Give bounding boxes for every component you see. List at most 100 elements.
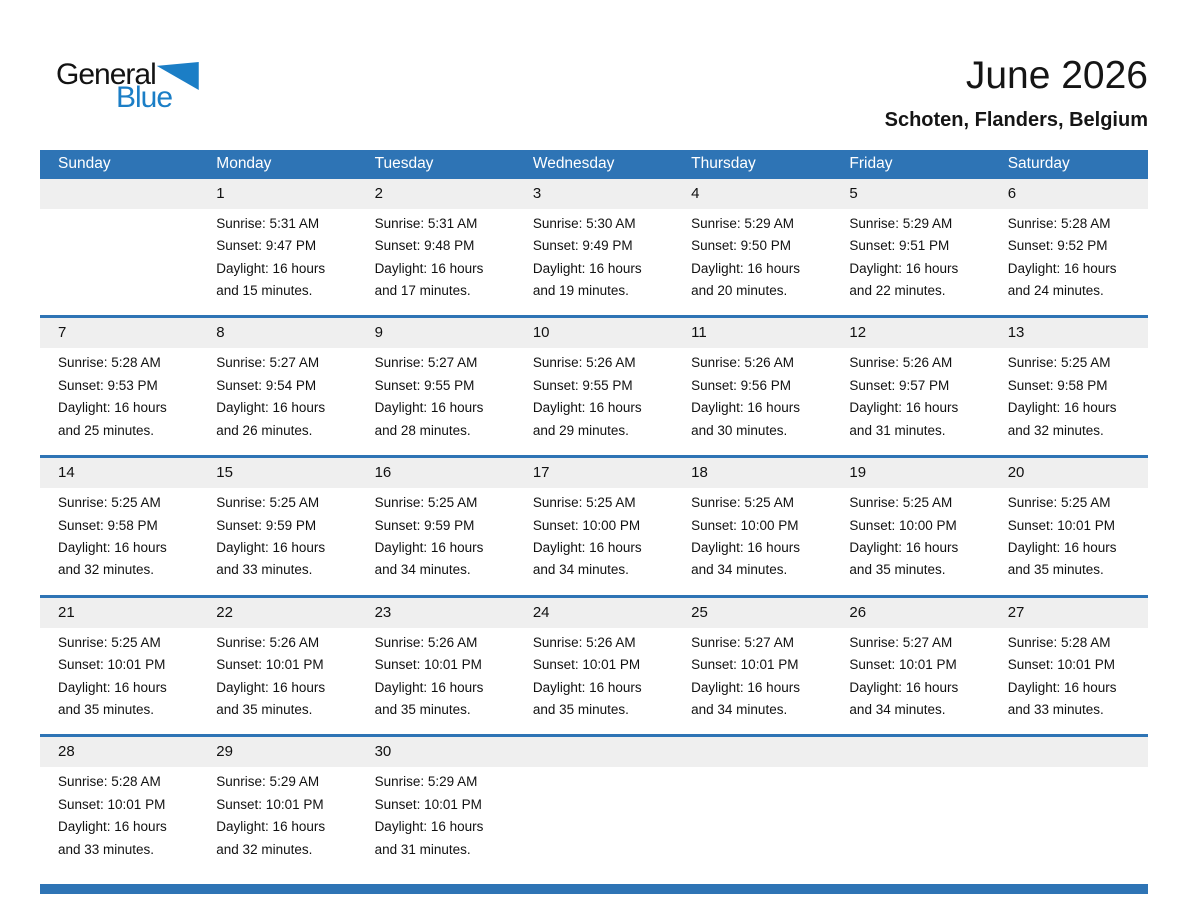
day-number: 25 <box>673 597 832 628</box>
day-number: 5 <box>831 178 990 209</box>
logo-text-general: General <box>56 58 157 91</box>
day-cell: 17 Sunrise: 5:25 AM Sunset: 10:00 PM Day… <box>514 458 674 595</box>
day-number: 18 <box>673 458 832 489</box>
day-number: 28 <box>40 737 199 768</box>
day-info: Sunrise: 5:25 AM Sunset: 10:01 PM Daylig… <box>40 628 198 735</box>
sunrise-text: Sunrise: 5:29 AM <box>849 215 953 231</box>
day-number: 7 <box>40 318 199 349</box>
day-info: Sunrise: 5:25 AM Sunset: 9:59 PM Dayligh… <box>357 488 515 595</box>
week-row: 21 Sunrise: 5:25 AM Sunset: 10:01 PM Day… <box>40 594 1148 735</box>
daylight-hours-text: Daylight: 16 hours <box>374 400 484 416</box>
day-cell: 28 Sunrise: 5:28 AM Sunset: 10:01 PM Day… <box>40 737 199 874</box>
day-info: Sunrise: 5:26 AM Sunset: 10:01 PM Daylig… <box>357 628 515 735</box>
daylight-minutes-text: and 35 minutes. <box>216 701 313 717</box>
daylight-minutes-text: and 28 minutes. <box>374 422 471 438</box>
logo-text-blue: Blue <box>116 81 173 114</box>
day-cell: 13 Sunrise: 5:25 AM Sunset: 9:58 PM Dayl… <box>989 318 1148 456</box>
sunset-text: Sunset: 9:56 PM <box>691 377 791 393</box>
sunrise-text: Sunrise: 5:29 AM <box>374 774 478 790</box>
daylight-hours-text: Daylight: 16 hours <box>216 260 326 276</box>
day-cell: 22 Sunrise: 5:26 AM Sunset: 10:01 PM Day… <box>198 597 357 735</box>
sunset-text: Sunset: 9:53 PM <box>58 377 158 393</box>
sunrise-text: Sunrise: 5:25 AM <box>1007 495 1111 511</box>
day-info: Sunrise: 5:25 AM Sunset: 10:00 PM Daylig… <box>515 488 673 595</box>
sunset-text: Sunset: 10:00 PM <box>691 517 799 533</box>
weekday-monday: Monday <box>216 154 272 172</box>
daylight-hours-text: Daylight: 16 hours <box>1007 679 1117 695</box>
daylight-minutes-text: and 32 minutes. <box>58 562 155 578</box>
sunrise-text: Sunrise: 5:25 AM <box>216 495 320 511</box>
daylight-hours-text: Daylight: 16 hours <box>691 539 800 555</box>
day-cell: 14 Sunrise: 5:25 AM Sunset: 9:58 PM Dayl… <box>40 458 199 595</box>
daylight-minutes-text: and 35 minutes. <box>532 701 629 717</box>
sunset-text: Sunset: 9:48 PM <box>374 238 475 254</box>
sunset-text: Sunset: 9:51 PM <box>849 238 950 254</box>
weekday-sunday: Sunday <box>58 154 111 172</box>
day-cell: 5 Sunrise: 5:29 AM Sunset: 9:51 PM Dayli… <box>831 178 990 316</box>
day-number: 3 <box>514 178 674 209</box>
sunrise-text: Sunrise: 5:28 AM <box>1007 634 1111 650</box>
day-cell: 25 Sunrise: 5:27 AM Sunset: 10:01 PM Day… <box>673 597 832 735</box>
calendar-page: General Blue June 2026 Schoten, Flanders… <box>40 54 1148 894</box>
daylight-hours-text: Daylight: 16 hours <box>374 539 484 555</box>
sunset-text: Sunset: 10:01 PM <box>849 657 957 673</box>
day-info: Sunrise: 5:30 AM Sunset: 9:49 PM Dayligh… <box>515 209 673 316</box>
day-cell <box>40 178 199 316</box>
day-number: 1 <box>198 178 357 209</box>
day-number: 10 <box>514 318 674 349</box>
day-number: 8 <box>198 318 357 349</box>
sunrise-text: Sunrise: 5:30 AM <box>532 215 636 231</box>
day-number: 11 <box>673 318 832 349</box>
daylight-minutes-text: and 25 minutes. <box>58 422 155 438</box>
daylight-hours-text: Daylight: 16 hours <box>849 400 959 416</box>
calendar-table: Sunday Monday Tuesday Wednesday Thursday… <box>40 149 1148 874</box>
daylight-hours-text: Daylight: 16 hours <box>58 539 167 555</box>
day-number <box>514 737 674 768</box>
daylight-hours-text: Daylight: 16 hours <box>58 819 167 835</box>
daylight-minutes-text: and 35 minutes. <box>374 701 471 717</box>
sunset-text: Sunset: 9:49 PM <box>532 238 633 254</box>
day-cell: 19 Sunrise: 5:25 AM Sunset: 10:00 PM Day… <box>831 458 990 595</box>
day-info: Sunrise: 5:28 AM Sunset: 9:53 PM Dayligh… <box>40 348 198 455</box>
day-cell: 18 Sunrise: 5:25 AM Sunset: 10:00 PM Day… <box>673 458 832 595</box>
day-number: 24 <box>514 597 674 628</box>
sunrise-text: Sunrise: 5:26 AM <box>532 355 636 371</box>
sunset-text: Sunset: 9:59 PM <box>374 517 475 533</box>
daylight-hours-text: Daylight: 16 hours <box>532 260 642 276</box>
daylight-hours-text: Daylight: 16 hours <box>532 679 642 695</box>
sunset-text: Sunset: 9:58 PM <box>1007 377 1108 393</box>
daylight-hours-text: Daylight: 16 hours <box>374 260 484 276</box>
calendar-grid: 1 Sunrise: 5:31 AM Sunset: 9:47 PM Dayli… <box>40 178 1148 874</box>
day-number: 26 <box>831 597 990 628</box>
daylight-minutes-text: and 33 minutes. <box>58 841 155 857</box>
day-cell: 30 Sunrise: 5:29 AM Sunset: 10:01 PM Day… <box>356 737 515 874</box>
day-cell: 12 Sunrise: 5:26 AM Sunset: 9:57 PM Dayl… <box>831 318 990 456</box>
location-subtitle: Schoten, Flanders, Belgium <box>884 108 1148 131</box>
day-number <box>673 737 832 768</box>
sunrise-text: Sunrise: 5:25 AM <box>374 495 478 511</box>
sunrise-text: Sunrise: 5:26 AM <box>532 634 636 650</box>
sunrise-text: Sunrise: 5:25 AM <box>58 495 161 511</box>
day-cell: 4 Sunrise: 5:29 AM Sunset: 9:50 PM Dayli… <box>673 178 832 316</box>
sunrise-text: Sunrise: 5:25 AM <box>58 634 161 650</box>
day-number: 17 <box>514 458 674 489</box>
daylight-hours-text: Daylight: 16 hours <box>374 819 484 835</box>
day-info: Sunrise: 5:31 AM Sunset: 9:47 PM Dayligh… <box>198 209 356 316</box>
daylight-minutes-text: and 24 minutes. <box>1007 283 1104 299</box>
day-info: Sunrise: 5:29 AM Sunset: 10:01 PM Daylig… <box>198 767 356 874</box>
day-info: Sunrise: 5:25 AM Sunset: 10:00 PM Daylig… <box>831 488 989 595</box>
day-info: Sunrise: 5:25 AM Sunset: 10:01 PM Daylig… <box>990 488 1148 595</box>
day-cell: 20 Sunrise: 5:25 AM Sunset: 10:01 PM Day… <box>989 458 1148 595</box>
day-info: Sunrise: 5:28 AM Sunset: 10:01 PM Daylig… <box>40 767 198 874</box>
day-cell: 23 Sunrise: 5:26 AM Sunset: 10:01 PM Day… <box>356 597 515 735</box>
sunrise-text: Sunrise: 5:28 AM <box>1007 215 1111 231</box>
daylight-minutes-text: and 15 minutes. <box>216 283 313 299</box>
daylight-minutes-text: and 30 minutes. <box>691 422 788 438</box>
daylight-minutes-text: and 32 minutes. <box>216 841 313 857</box>
day-number <box>831 737 990 768</box>
daylight-hours-text: Daylight: 16 hours <box>58 679 167 695</box>
day-number: 27 <box>989 597 1148 628</box>
day-cell: 26 Sunrise: 5:27 AM Sunset: 10:01 PM Day… <box>831 597 990 735</box>
sunrise-text: Sunrise: 5:29 AM <box>216 774 320 790</box>
sunset-text: Sunset: 9:57 PM <box>849 377 950 393</box>
